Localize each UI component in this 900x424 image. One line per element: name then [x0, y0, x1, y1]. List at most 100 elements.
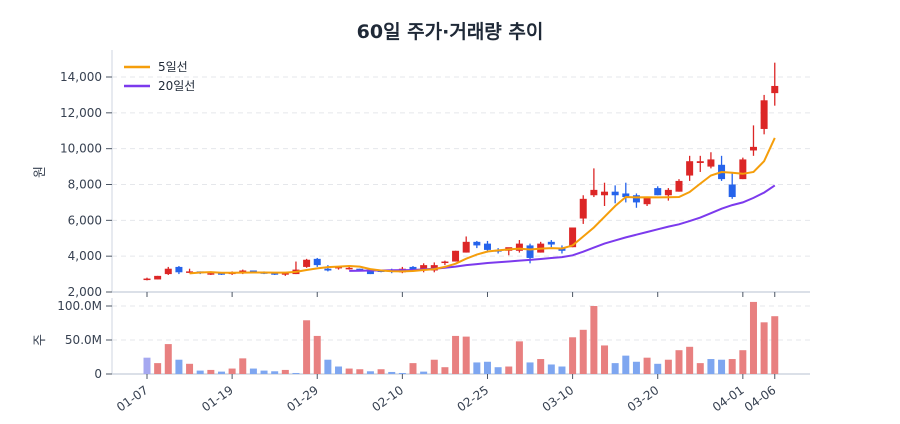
volume-bar	[154, 363, 162, 374]
candle-up	[515, 243, 523, 251]
volume-bar	[335, 366, 343, 374]
price-tick-label: 14,000	[60, 70, 102, 84]
volume-bar	[569, 337, 577, 374]
volume-bar	[388, 371, 396, 374]
volume-bar	[207, 369, 215, 374]
candle-up	[707, 159, 715, 167]
candle-up	[749, 146, 757, 151]
x-tick-label: 02-25	[455, 383, 492, 414]
candle-down	[175, 266, 183, 273]
volume-tick-label: 50.0M	[65, 333, 102, 347]
candle-up	[207, 273, 215, 275]
candle-up	[335, 266, 343, 269]
candle-up	[771, 85, 779, 94]
candle-down	[217, 273, 225, 275]
x-tick-label: 02-10	[369, 383, 406, 414]
volume-bar	[579, 329, 587, 374]
candle-up	[686, 161, 694, 176]
volume-bar	[366, 371, 374, 374]
candle-up	[186, 271, 194, 273]
price-tick-label: 6,000	[68, 213, 102, 227]
volume-tick-label: 100.0M	[57, 299, 102, 313]
candle-up	[154, 275, 162, 280]
volume-bar	[462, 336, 470, 374]
volume-bar	[601, 345, 609, 374]
volume-bar	[377, 369, 385, 374]
volume-bar	[686, 346, 694, 374]
price-tick-label: 2,000	[68, 285, 102, 299]
volume-grid	[112, 305, 810, 341]
candle-down	[366, 270, 374, 275]
volume-bar	[398, 372, 406, 374]
volume-tick-label: 0	[94, 367, 102, 381]
volume-bar	[654, 363, 662, 374]
volume-bar	[452, 335, 460, 374]
volume-bar	[632, 361, 640, 374]
volume-bar	[143, 357, 151, 374]
price-tick-label: 8,000	[68, 178, 102, 192]
volume-bar	[271, 371, 279, 374]
candle-down	[632, 195, 640, 203]
candle-up	[420, 265, 428, 271]
volume-bar	[409, 363, 417, 374]
volume-bar	[494, 367, 502, 374]
candle-up	[579, 198, 587, 219]
x-tick-label: 04-06	[742, 383, 779, 414]
volume-bar	[228, 368, 236, 374]
candle-up	[441, 261, 449, 264]
legend: 5일선 20일선	[124, 60, 195, 93]
volume-bar	[324, 359, 332, 374]
volume-bar	[590, 306, 598, 374]
volume-bar	[622, 355, 630, 374]
volume-bar	[547, 364, 555, 374]
volume-bar	[749, 301, 757, 374]
candle-up	[569, 227, 577, 248]
volume-bar	[430, 359, 438, 374]
ma20-line	[349, 184, 776, 272]
volume-bar	[675, 350, 683, 374]
candle-down	[622, 193, 630, 198]
candle-down	[728, 184, 736, 198]
volume-bar	[739, 350, 747, 374]
candle-down	[313, 258, 321, 266]
volume-y-axis-label: 주	[33, 334, 48, 346]
candle-up	[643, 197, 651, 205]
price-tick-label: 4,000	[68, 249, 102, 263]
candle-down	[356, 268, 364, 271]
candle-up	[590, 189, 598, 196]
candle-up	[143, 278, 151, 281]
candle-up	[601, 191, 609, 196]
volume-bar	[526, 362, 534, 374]
price-y-ticks: 2,000 4,000 6,000 8,000 10,000 12,000 14,000	[60, 70, 112, 299]
legend-ma5-label: 5일선	[158, 60, 188, 74]
candle-down	[249, 270, 257, 273]
candle-down	[409, 266, 417, 270]
price-tick-label: 12,000	[60, 106, 102, 120]
candle-up	[462, 241, 470, 253]
candle-down	[483, 243, 491, 250]
candle-up	[239, 270, 247, 273]
candle-up	[452, 250, 460, 262]
ma5-line	[189, 137, 776, 275]
candle-down	[611, 191, 619, 196]
chart-title: 60일 주가·거래량 추이	[357, 21, 544, 43]
volume-bar	[483, 361, 491, 374]
volume-bar	[718, 359, 726, 374]
volume-bar	[707, 359, 715, 374]
volume-bar	[249, 368, 257, 374]
volume-bar	[281, 369, 289, 374]
volume-bar	[345, 368, 353, 374]
volume-bar	[292, 372, 300, 374]
x-tick-label: 03-10	[540, 383, 577, 414]
candle-up	[664, 189, 672, 196]
volume-bar	[473, 362, 481, 374]
volume-bar	[441, 367, 449, 374]
volume-bar	[313, 335, 321, 374]
volume-bar	[643, 357, 651, 374]
volume-bar	[611, 363, 619, 374]
candle-down	[654, 188, 662, 196]
candle-down	[547, 241, 555, 245]
x-tick-label: 04-01	[710, 383, 747, 414]
